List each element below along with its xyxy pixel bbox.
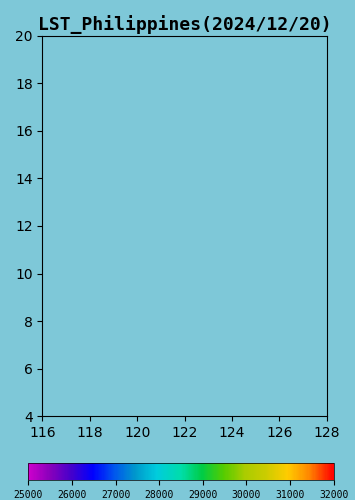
Title: LST_Philippines(2024/12/20): LST_Philippines(2024/12/20) [38,15,332,34]
